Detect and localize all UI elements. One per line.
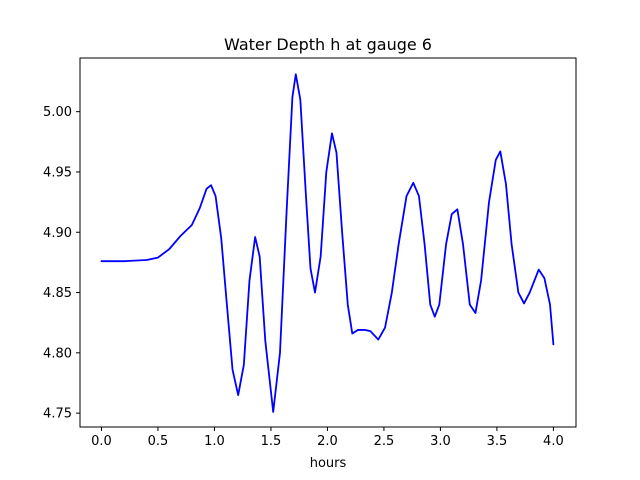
x-tick-label: 2.0: [317, 434, 338, 449]
y-tick-label: 4.95: [43, 165, 72, 180]
y-tick-label: 4.75: [43, 407, 72, 422]
series-line: [100, 73, 555, 413]
x-tick-label: 2.5: [374, 434, 395, 449]
chart-title: Water Depth h at gauge 6: [224, 35, 432, 54]
x-tick-label: 0.0: [91, 434, 112, 449]
y-tick-label: 5.00: [43, 105, 72, 120]
x-tick-label: 4.0: [543, 434, 564, 449]
x-tick-label: 3.0: [430, 434, 451, 449]
y-tick-label: 4.85: [43, 286, 72, 301]
y-tick-label: 4.90: [43, 226, 72, 241]
x-tick-label: 3.5: [487, 434, 508, 449]
plot-area: [100, 73, 555, 413]
x-axis: 0.0 0.5 1.0 1.5 2.0 2.5 3.0 3.5 4.0: [91, 427, 564, 449]
y-tick-label: 4.80: [43, 346, 72, 361]
x-tick-label: 1.5: [261, 434, 282, 449]
x-tick-label: 0.5: [148, 434, 169, 449]
axes-frame: [79, 57, 577, 428]
y-axis: 4.75 4.80 4.85 4.90 4.95 5.00: [43, 105, 80, 422]
x-tick-label: 1.0: [204, 434, 225, 449]
x-axis-title: hours: [310, 456, 347, 471]
